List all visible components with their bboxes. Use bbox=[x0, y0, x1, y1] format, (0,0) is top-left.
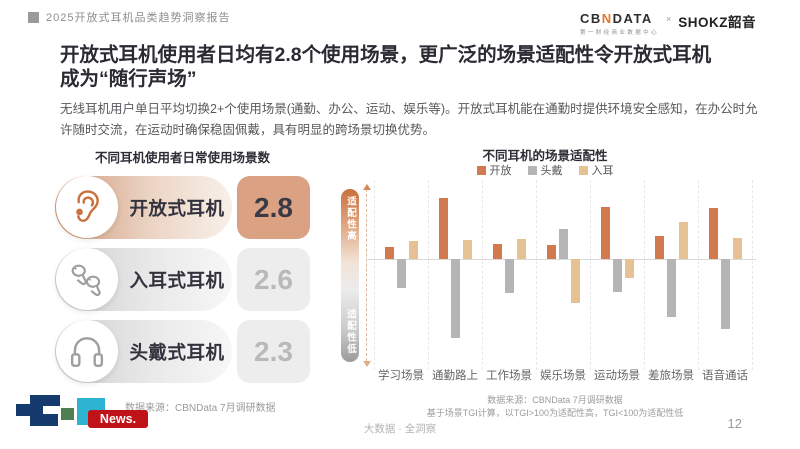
axis-label-high: 适配性高 bbox=[345, 196, 356, 242]
bar-头戴-运动场景 bbox=[612, 259, 622, 292]
headphone-type-row: 开放式耳机 2.8 bbox=[55, 176, 310, 239]
gridline bbox=[536, 180, 537, 370]
bar-开放-学习场景 bbox=[384, 247, 394, 259]
arrow-up-icon bbox=[363, 184, 371, 190]
page-title: 开放式耳机使用者日均有2.8个使用场景，更广泛的场景适配性令开放式耳机 成为“随… bbox=[60, 44, 760, 91]
bar-chart-plot: 学习场景 通勤路上 工作场景 娱乐场景 运动场景 差旅场景 语音通话 bbox=[368, 180, 756, 382]
logo-block bbox=[61, 408, 74, 420]
scene-count-value: 2.3 bbox=[237, 320, 310, 383]
cbndata-n-mark: N bbox=[601, 11, 613, 26]
gridline bbox=[752, 180, 753, 370]
category-label: 差旅场景 bbox=[648, 370, 694, 382]
bar-入耳-娱乐场景 bbox=[570, 259, 580, 303]
gridline bbox=[482, 180, 483, 370]
bar-头戴-娱乐场景 bbox=[558, 229, 568, 259]
logo-block bbox=[16, 404, 43, 416]
logo-block bbox=[77, 398, 105, 410]
bar-开放-差旅场景 bbox=[654, 236, 664, 259]
arrow-down-icon bbox=[363, 361, 371, 367]
cbndata-logo: CBNDATA 第一财经商业数据中心 bbox=[579, 11, 659, 36]
bar-入耳-学习场景 bbox=[408, 241, 418, 259]
left-source-note: 数据来源：CBNData 7月调研数据 bbox=[125, 403, 276, 414]
category-label: 通勤路上 bbox=[432, 370, 478, 382]
category-label: 语音通话 bbox=[702, 370, 748, 382]
gridline bbox=[374, 180, 375, 370]
chart-legend: 开放 头戴 入耳 bbox=[340, 162, 750, 178]
category-label: 娱乐场景 bbox=[540, 370, 586, 382]
bar-开放-工作场景 bbox=[492, 244, 502, 259]
bar-开放-语音通话 bbox=[708, 208, 718, 259]
headphone-type-row: 入耳式耳机 2.6 bbox=[55, 248, 310, 311]
headphone-usage-list: 开放式耳机 2.8 入耳式耳机 2.6 头戴式耳机 2.3 bbox=[55, 176, 310, 392]
footer-slogan: 大数据 · 全洞察 bbox=[363, 423, 437, 435]
logo-block bbox=[30, 414, 58, 426]
legend-item: 头戴 bbox=[527, 162, 563, 178]
cbndata-subtitle: 第一财经商业数据中心 bbox=[579, 30, 659, 36]
bar-头戴-工作场景 bbox=[504, 259, 514, 293]
chart-source-line2: 基于场景TGI计算，以TGI>100为适配性高，TGI<100为适配性低 bbox=[426, 407, 684, 418]
chart-source-note: 数据来源：CBNData 7月调研数据 基于场景TGI计算，以TGI>100为适… bbox=[340, 394, 770, 419]
scene-count-value: 2.8 bbox=[237, 176, 310, 239]
headphone-type-label: 头戴式耳机 bbox=[129, 341, 225, 363]
earbuds-icon bbox=[56, 248, 118, 310]
headphone-type-row: 头戴式耳机 2.3 bbox=[55, 320, 310, 383]
logo-block bbox=[77, 409, 91, 425]
legend-swatch-icon bbox=[578, 165, 588, 175]
headphone-type-label: 入耳式耳机 bbox=[129, 269, 225, 291]
gridline bbox=[590, 180, 591, 370]
axis-label-low: 适配性低 bbox=[345, 309, 356, 355]
chart-source-line1: 数据来源：CBNData 7月调研数据 bbox=[487, 395, 623, 405]
legend-swatch-icon bbox=[476, 165, 486, 175]
y-axis-dashed-line bbox=[366, 189, 367, 361]
legend-label: 头戴 bbox=[540, 165, 563, 177]
report-tag-label: 2025开放式耳机品类趋势洞察报告 bbox=[46, 12, 231, 24]
gridline bbox=[428, 180, 429, 370]
bar-头戴-学习场景 bbox=[396, 259, 406, 288]
scene-count-value: 2.6 bbox=[237, 248, 310, 311]
bar-头戴-语音通话 bbox=[720, 259, 730, 329]
bar-入耳-通勤路上 bbox=[462, 240, 472, 259]
chart-title: 不同耳机的场景适配性 bbox=[482, 149, 608, 163]
legend-label: 入耳 bbox=[591, 165, 614, 177]
bar-入耳-工作场景 bbox=[516, 239, 526, 259]
intro-paragraph: 无线耳机用户单日平均切换2+个使用场景(通勤、办公、运动、娱乐等)。开放式耳机能… bbox=[60, 102, 758, 137]
legend-item: 入耳 bbox=[578, 162, 614, 178]
brand-logos: CBNDATA 第一财经商业数据中心 × SHOKZ韶音 bbox=[580, 11, 756, 36]
bar-入耳-语音通话 bbox=[732, 238, 742, 259]
square-bullet-icon bbox=[28, 11, 39, 23]
bar-入耳-运动场景 bbox=[624, 259, 634, 278]
page-number: 12 bbox=[727, 416, 742, 431]
bar-入耳-差旅场景 bbox=[678, 222, 688, 259]
legend-item: 开放 bbox=[476, 162, 512, 178]
page-title-line2: 成为“随行声场” bbox=[60, 67, 197, 90]
bar-头戴-差旅场景 bbox=[666, 259, 676, 317]
ear-icon bbox=[56, 176, 118, 238]
headphones-icon bbox=[56, 320, 118, 382]
bar-开放-通勤路上 bbox=[438, 198, 448, 259]
bar-开放-娱乐场景 bbox=[546, 245, 556, 259]
gridline bbox=[644, 180, 645, 370]
legend-label: 开放 bbox=[489, 165, 512, 177]
category-label: 学习场景 bbox=[378, 370, 424, 382]
report-tag: 2025开放式耳机品类趋势洞察报告 bbox=[28, 9, 230, 25]
left-panel-title: 不同耳机使用者日常使用场景数 bbox=[94, 151, 270, 165]
shokz-logo: SHOKZ韶音 bbox=[678, 15, 756, 30]
category-label: 工作场景 bbox=[486, 370, 532, 382]
legend-swatch-icon bbox=[527, 165, 537, 175]
category-label: 运动场景 bbox=[594, 370, 640, 382]
headphone-type-label: 开放式耳机 bbox=[129, 197, 225, 219]
bar-开放-运动场景 bbox=[600, 207, 610, 259]
bar-头戴-通勤路上 bbox=[450, 259, 460, 338]
y-axis-gradient-pill: 适配性高 适配性低 bbox=[341, 189, 359, 362]
page-title-line1: 开放式耳机使用者日均有2.8个使用场景，更广泛的场景适配性令开放式耳机 bbox=[60, 44, 712, 66]
gridline bbox=[698, 180, 699, 370]
news-badge: News. bbox=[88, 410, 148, 428]
logo-x-separator: × bbox=[665, 14, 672, 24]
cbn-news-logo: News. bbox=[16, 394, 148, 430]
baseline bbox=[368, 259, 756, 260]
logo-block bbox=[30, 395, 60, 406]
